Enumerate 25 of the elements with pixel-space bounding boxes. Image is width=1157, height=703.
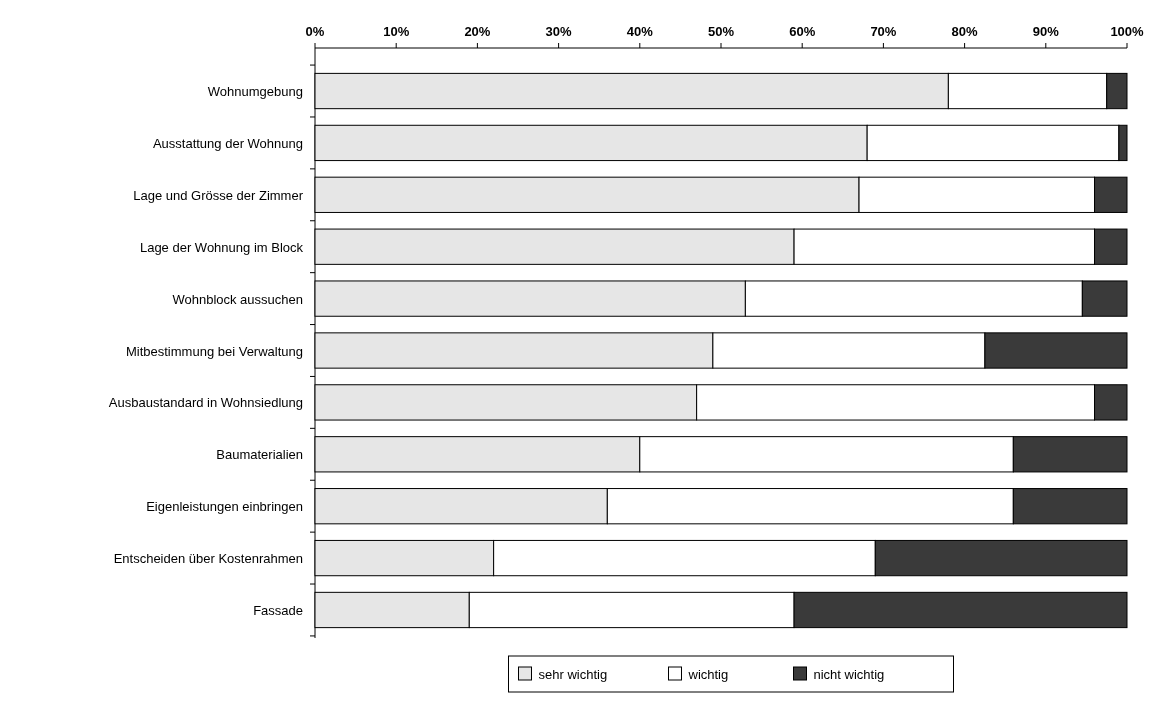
y-tick-label: Lage der Wohnung im Block <box>139 239 304 255</box>
legend-label: wichtig <box>687 667 729 682</box>
legend-label: nicht wichtig <box>813 667 885 682</box>
x-tick-label: 90% <box>1032 24 1060 39</box>
y-tick-label: Baumaterialien <box>216 447 303 463</box>
y-tick-label: Ausstattung der Wohnung <box>152 135 303 151</box>
x-tick-label: 0% <box>305 24 325 39</box>
y-tick-label: Mitbestimmung bei Verwaltung <box>125 343 303 359</box>
y-tick-label: Fassade <box>253 602 303 618</box>
y-tick-label: Eigenleistungen einbringen <box>146 499 303 515</box>
x-tick-label: 80% <box>951 24 979 39</box>
x-tick-label: 60% <box>789 24 816 39</box>
x-tick-label: 30% <box>545 24 573 39</box>
x-tick-label: 10% <box>383 24 410 39</box>
legend-label: sehr wichtig <box>538 667 608 682</box>
y-tick-label: Wohnblock aussuchen <box>172 291 303 307</box>
y-tick-label: Lage und Grösse der Zimmer <box>133 187 304 203</box>
x-tick-label: 70% <box>870 24 897 39</box>
x-tick-label: 20% <box>464 24 491 39</box>
x-tick-label: 50% <box>707 24 735 39</box>
y-tick-label: Ausbaustandard in Wohnsiedlung <box>108 395 303 411</box>
y-tick-label: Wohnumgebung <box>207 84 303 100</box>
y-tick-label: Entscheiden über Kostenrahmen <box>113 551 303 567</box>
x-tick-label: 40% <box>626 24 654 39</box>
x-tick-label: 100% <box>1110 24 1145 39</box>
